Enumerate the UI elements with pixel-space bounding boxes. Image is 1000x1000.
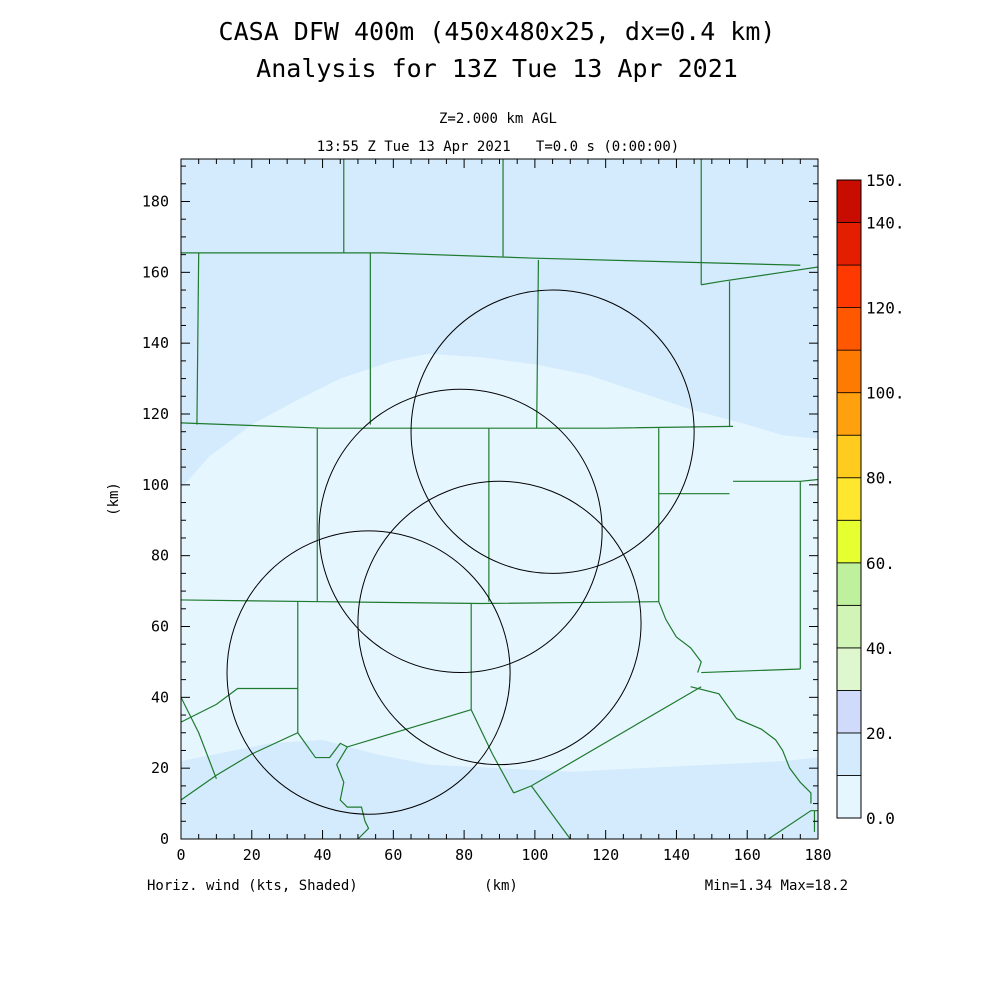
county-boundary-line [658, 601, 702, 673]
x-tick-label: 60 [384, 846, 402, 864]
x-tick-label: 80 [455, 846, 473, 864]
y-tick-label: 40 [151, 688, 169, 706]
colorbar-label: 0.0 [866, 809, 895, 828]
colorbar-swatch [836, 647, 862, 691]
radar-rings [226, 289, 695, 815]
y-tick-label: 0 [160, 830, 169, 848]
colorbar-swatch [836, 222, 862, 266]
x-tick-label: 180 [804, 846, 831, 864]
colorbar-swatch [836, 179, 862, 223]
colorbar-label: 20. [866, 724, 895, 743]
radar-range-ring [226, 530, 511, 815]
y-tick-label: 80 [151, 547, 169, 565]
county-boundaries [181, 159, 818, 839]
colorbar-swatch [836, 519, 862, 564]
y-tick-label: 120 [142, 405, 169, 423]
colorbar-swatch [836, 690, 862, 734]
colorbar-label: 40. [866, 639, 895, 658]
x-tick-label: 160 [734, 846, 761, 864]
x-tick-label: 100 [521, 846, 548, 864]
colorbar-swatch [836, 307, 862, 351]
chart-title: CASA DFW 400m (450x480x25, dx=0.4 km) [219, 17, 776, 46]
y-tick-label: 180 [142, 193, 169, 211]
x-tick-labels: 0 20 40 60 80 100 120 140 160 180 [176, 846, 831, 864]
y-tick-label: 20 [151, 759, 169, 777]
axis-ticks [180, 159, 819, 840]
colorbar-swatch [836, 775, 862, 819]
radar-range-ring [318, 388, 603, 674]
county-boundary-line [181, 422, 734, 429]
county-boundary-line [181, 599, 659, 605]
colorbar-label: 60. [866, 554, 895, 573]
plot-area [181, 159, 818, 839]
field-label: Horiz. wind (kts, Shaded) [147, 878, 358, 894]
colorbar-swatch [836, 264, 862, 309]
county-boundary-line [181, 252, 801, 266]
x-axis-label: (km) [484, 878, 518, 894]
county-boundary-line [181, 687, 298, 723]
colorbar-swatch [836, 562, 862, 606]
colorbar-swatch [836, 349, 862, 394]
colorbar-label: 140. [866, 214, 905, 233]
field-south-region [181, 739, 818, 839]
county-boundary-line [530, 785, 571, 839]
county-boundary-line [690, 686, 812, 804]
radar-range-ring [357, 480, 642, 766]
county-boundary-line [336, 746, 370, 839]
y-tick-label: 100 [142, 476, 169, 494]
county-boundary-line [701, 668, 801, 674]
colorbar-label: 150. [866, 171, 905, 190]
county-boundary-line [181, 697, 217, 780]
colorbar-label: 80. [866, 469, 895, 488]
colorbar-swatch [836, 392, 862, 436]
colorbar-label: 120. [866, 299, 905, 318]
y-tick-label: 160 [142, 263, 169, 281]
radar-range-ring [410, 289, 695, 574]
county-boundary-line [701, 266, 818, 286]
field-north-region [181, 159, 818, 489]
y-axis-label: (km) [106, 482, 122, 516]
county-boundary-line [470, 709, 515, 794]
x-tick-label: 40 [314, 846, 332, 864]
colorbar [836, 179, 862, 819]
level-label: Z=2.000 km AGL [439, 111, 557, 127]
time-label: 13:55 Z Tue 13 Apr 2021 T=0.0 s (0:00:00… [317, 139, 679, 155]
colorbar-swatch [836, 732, 862, 776]
county-boundary-line [181, 709, 472, 801]
y-tick-label: 140 [142, 334, 169, 352]
chart-subtitle: Analysis for 13Z Tue 13 Apr 2021 [256, 54, 738, 83]
colorbar-labels: 0.0 20. 40. 60. 80. 100. 120. 140. 150. [866, 171, 905, 828]
county-boundary-line [536, 259, 540, 429]
colorbar-label: 100. [866, 384, 905, 403]
y-tick-labels: 0 20 40 60 80 100 120 140 160 180 [142, 193, 169, 849]
y-tick-label: 60 [151, 618, 169, 636]
x-tick-label: 120 [592, 846, 619, 864]
colorbar-swatch [836, 477, 862, 521]
county-boundary-line [768, 810, 818, 839]
stats-label: Min=1.34 Max=18.2 [705, 878, 848, 894]
colorbar-swatch [836, 604, 862, 649]
x-tick-label: 140 [663, 846, 690, 864]
x-tick-label: 20 [243, 846, 261, 864]
county-boundary-line [196, 252, 200, 425]
colorbar-swatch [836, 434, 862, 479]
colorbar-frame [836, 179, 862, 819]
x-tick-label: 0 [176, 846, 185, 864]
